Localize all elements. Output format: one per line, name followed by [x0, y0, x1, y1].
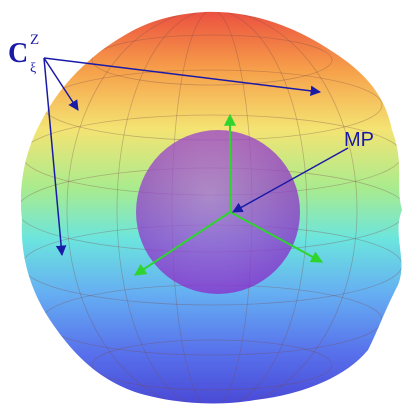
diagram: C Z ξ MP [0, 0, 420, 409]
c-sub: ξ [30, 61, 36, 76]
c-label: C [8, 38, 28, 69]
c-sup: Z [30, 32, 39, 48]
inner-sphere [136, 130, 300, 294]
mp-label: MP [344, 129, 374, 151]
